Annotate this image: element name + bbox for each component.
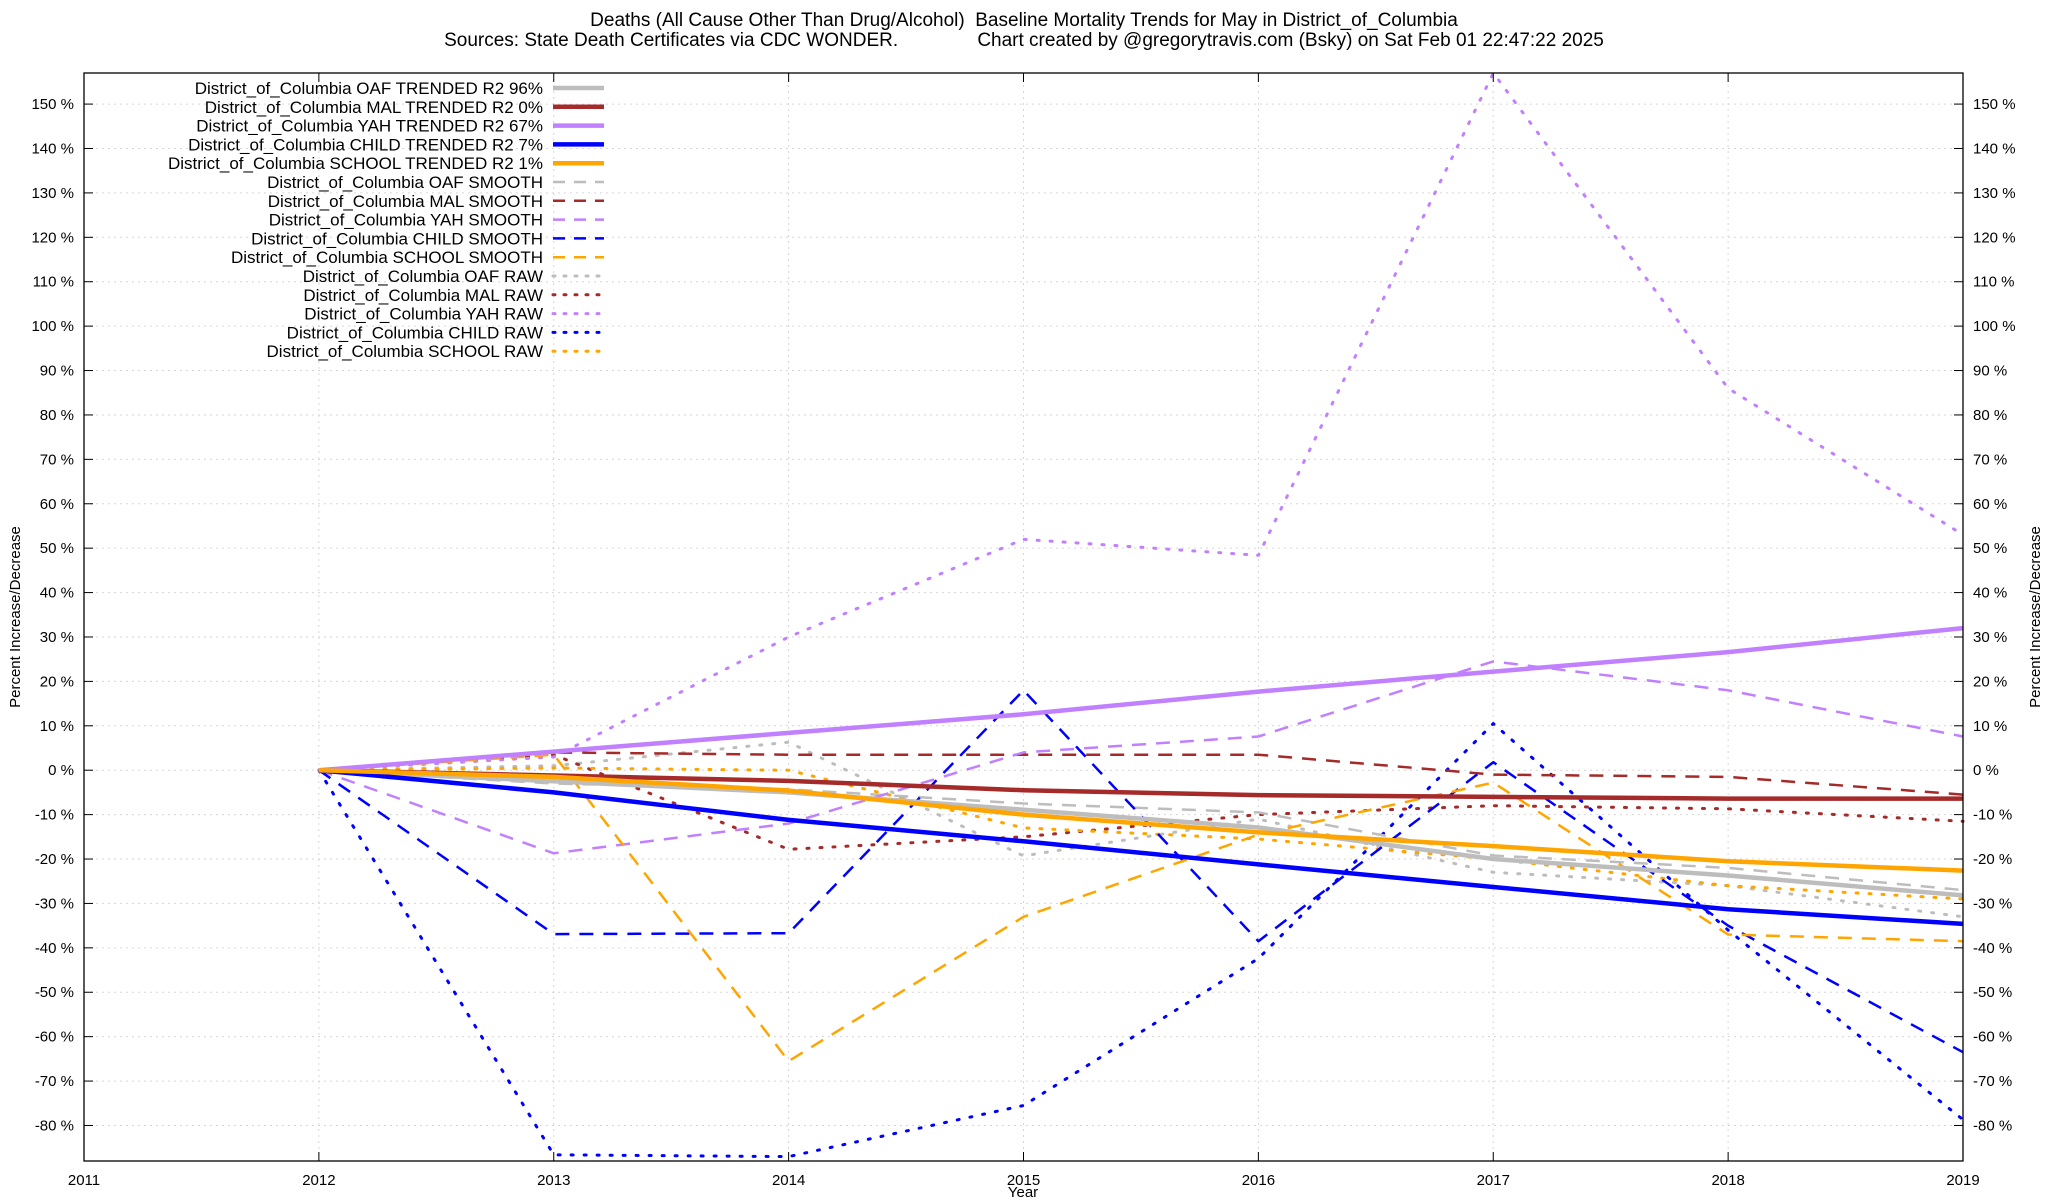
series-line-mal-raw xyxy=(317,753,1965,851)
series-line-yah-trended-r2-67 xyxy=(318,625,1964,773)
legend-label: District_of_Columbia SCHOOL RAW xyxy=(267,342,543,361)
y2-tick-label: -30 % xyxy=(1973,895,2012,912)
y-tick-label: -30 % xyxy=(35,895,74,912)
series-line-mal-trended-r2-0 xyxy=(318,767,1963,801)
series-line-school-raw xyxy=(317,766,1965,901)
series-line-child-trended-r2-7 xyxy=(318,767,1964,927)
y-tick-label: -20 % xyxy=(35,851,74,868)
y2-tick-label: 70 % xyxy=(1973,451,2007,468)
y-tick-label: 100 % xyxy=(31,318,74,335)
y2-tick-label: -70 % xyxy=(1973,1073,2012,1090)
y2-tick-label: 140 % xyxy=(1973,140,2016,157)
y2-tick-label: -80 % xyxy=(1973,1117,2012,1134)
y2-tick-label: 40 % xyxy=(1973,585,2007,602)
y-tick-label: 130 % xyxy=(31,185,74,202)
series-line-oaf-raw xyxy=(317,740,1965,919)
legend-label: District_of_Columbia YAH RAW xyxy=(304,305,543,324)
series-lines xyxy=(317,71,1965,1159)
y-tick-label: 90 % xyxy=(40,363,74,380)
series-line-school-smooth xyxy=(318,753,1964,1063)
legend-label: District_of_Columbia OAF TRENDED R2 96% xyxy=(195,79,543,98)
legend-label: District_of_Columbia YAH TRENDED R2 67% xyxy=(196,117,543,136)
series-line-yah-smooth xyxy=(318,660,1964,855)
x-tick-label: 2011 xyxy=(68,1172,100,1189)
y2-tick-label: 130 % xyxy=(1973,185,2016,202)
x-tick-label: 2019 xyxy=(1946,1172,1979,1189)
y2-tick-label: -20 % xyxy=(1973,851,2012,868)
y-tick-label: 140 % xyxy=(31,140,74,157)
x-tick-label: 2016 xyxy=(1242,1172,1275,1189)
legend: District_of_Columbia OAF TRENDED R2 96%D… xyxy=(168,79,606,361)
x-tick-label: 2014 xyxy=(772,1172,805,1189)
series-line-child-raw xyxy=(317,722,1965,1159)
y2-tick-label: 150 % xyxy=(1973,96,2016,113)
y-tick-label: -40 % xyxy=(35,940,74,957)
y-tick-label: 20 % xyxy=(40,673,74,690)
series-line-school-trended-r2-1 xyxy=(318,767,1964,873)
y-tick-label: -60 % xyxy=(35,1029,74,1046)
series-line-mal-smooth xyxy=(318,751,1964,796)
y-tick-label: -50 % xyxy=(35,984,74,1001)
series-line-yah-raw xyxy=(317,71,1965,772)
axis-ticks: -80 % -80 % -70 % -70 % -60 % -60 % -50 % -50 %… xyxy=(31,73,2016,1189)
y-tick-label: 10 % xyxy=(40,718,74,735)
y2-tick-label: -10 % xyxy=(1973,807,2012,824)
legend-label: District_of_Columbia OAF RAW xyxy=(303,267,543,286)
y-tick-label: 120 % xyxy=(31,229,74,246)
legend-label: District_of_Columbia MAL TRENDED R2 0% xyxy=(205,98,543,117)
y-tick-label: 150 % xyxy=(31,96,74,113)
legend-label: District_of_Columbia SCHOOL SMOOTH xyxy=(231,248,543,267)
y2-tick-label: 80 % xyxy=(1973,407,2007,424)
y2-tick-label: -60 % xyxy=(1973,1029,2012,1046)
y2-tick-label: 10 % xyxy=(1973,718,2007,735)
y2-tick-label: 100 % xyxy=(1973,318,2016,335)
y-tick-label: 0 % xyxy=(48,762,74,779)
x-tick-label: 2018 xyxy=(1711,1172,1744,1189)
series-line-oaf-trended-r2-96 xyxy=(318,767,1964,898)
y2-tick-label: 60 % xyxy=(1973,496,2007,513)
legend-label: District_of_Columbia MAL RAW xyxy=(303,286,543,305)
y-tick-label: 40 % xyxy=(40,585,74,602)
chart-subtitle: Sources: State Death Certificates via CD… xyxy=(444,30,1604,51)
y2-tick-label: 20 % xyxy=(1973,673,2007,690)
legend-label: District_of_Columbia MAL SMOOTH xyxy=(268,192,543,211)
y-tick-label: 70 % xyxy=(40,451,74,468)
y-tick-label: -80 % xyxy=(35,1117,74,1134)
chart-title: Deaths (All Cause Other Than Drug/Alcoho… xyxy=(590,10,1458,31)
y2-tick-label: -50 % xyxy=(1973,984,2012,1001)
series-line-oaf-smooth xyxy=(318,768,1964,892)
legend-label: District_of_Columbia OAF SMOOTH xyxy=(267,173,543,192)
x-tick-label: 2017 xyxy=(1477,1172,1510,1189)
legend-label: District_of_Columbia CHILD TRENDED R2 7% xyxy=(188,135,543,154)
y-tick-label: 110 % xyxy=(33,274,74,291)
y2-tick-label: -40 % xyxy=(1973,940,2012,957)
x-tick-label: 2015 xyxy=(1007,1172,1040,1189)
y-tick-label: 50 % xyxy=(40,540,74,557)
y2-axis-title: Percent Increase/Decrease xyxy=(2027,526,2044,708)
legend-label: District_of_Columbia CHILD SMOOTH xyxy=(251,229,543,248)
y2-tick-label: 30 % xyxy=(1973,629,2007,646)
y-tick-label: 30 % xyxy=(40,629,74,646)
y2-tick-label: 0 % xyxy=(1973,762,1999,779)
y2-tick-label: 90 % xyxy=(1973,363,2007,380)
series-line-child-smooth xyxy=(318,689,1964,1054)
legend-label: District_of_Columbia CHILD RAW xyxy=(287,323,543,342)
y2-tick-label: 110 % xyxy=(1973,274,2014,291)
y-tick-label: 60 % xyxy=(40,496,74,513)
y2-tick-label: 120 % xyxy=(1973,229,2016,246)
y-axis-title: Percent Increase/Decrease xyxy=(7,526,24,708)
legend-label: District_of_Columbia YAH SMOOTH xyxy=(269,211,543,230)
y-tick-label: 80 % xyxy=(40,407,74,424)
y-tick-label: -70 % xyxy=(35,1073,74,1090)
y2-tick-label: 50 % xyxy=(1973,540,2007,557)
x-axis-title: Year xyxy=(1008,1184,1038,1200)
x-tick-label: 2012 xyxy=(302,1172,335,1189)
y-tick-label: -10 % xyxy=(35,807,74,824)
x-tick-label: 2013 xyxy=(537,1172,570,1189)
legend-label: District_of_Columbia SCHOOL TRENDED R2 1… xyxy=(168,154,543,173)
